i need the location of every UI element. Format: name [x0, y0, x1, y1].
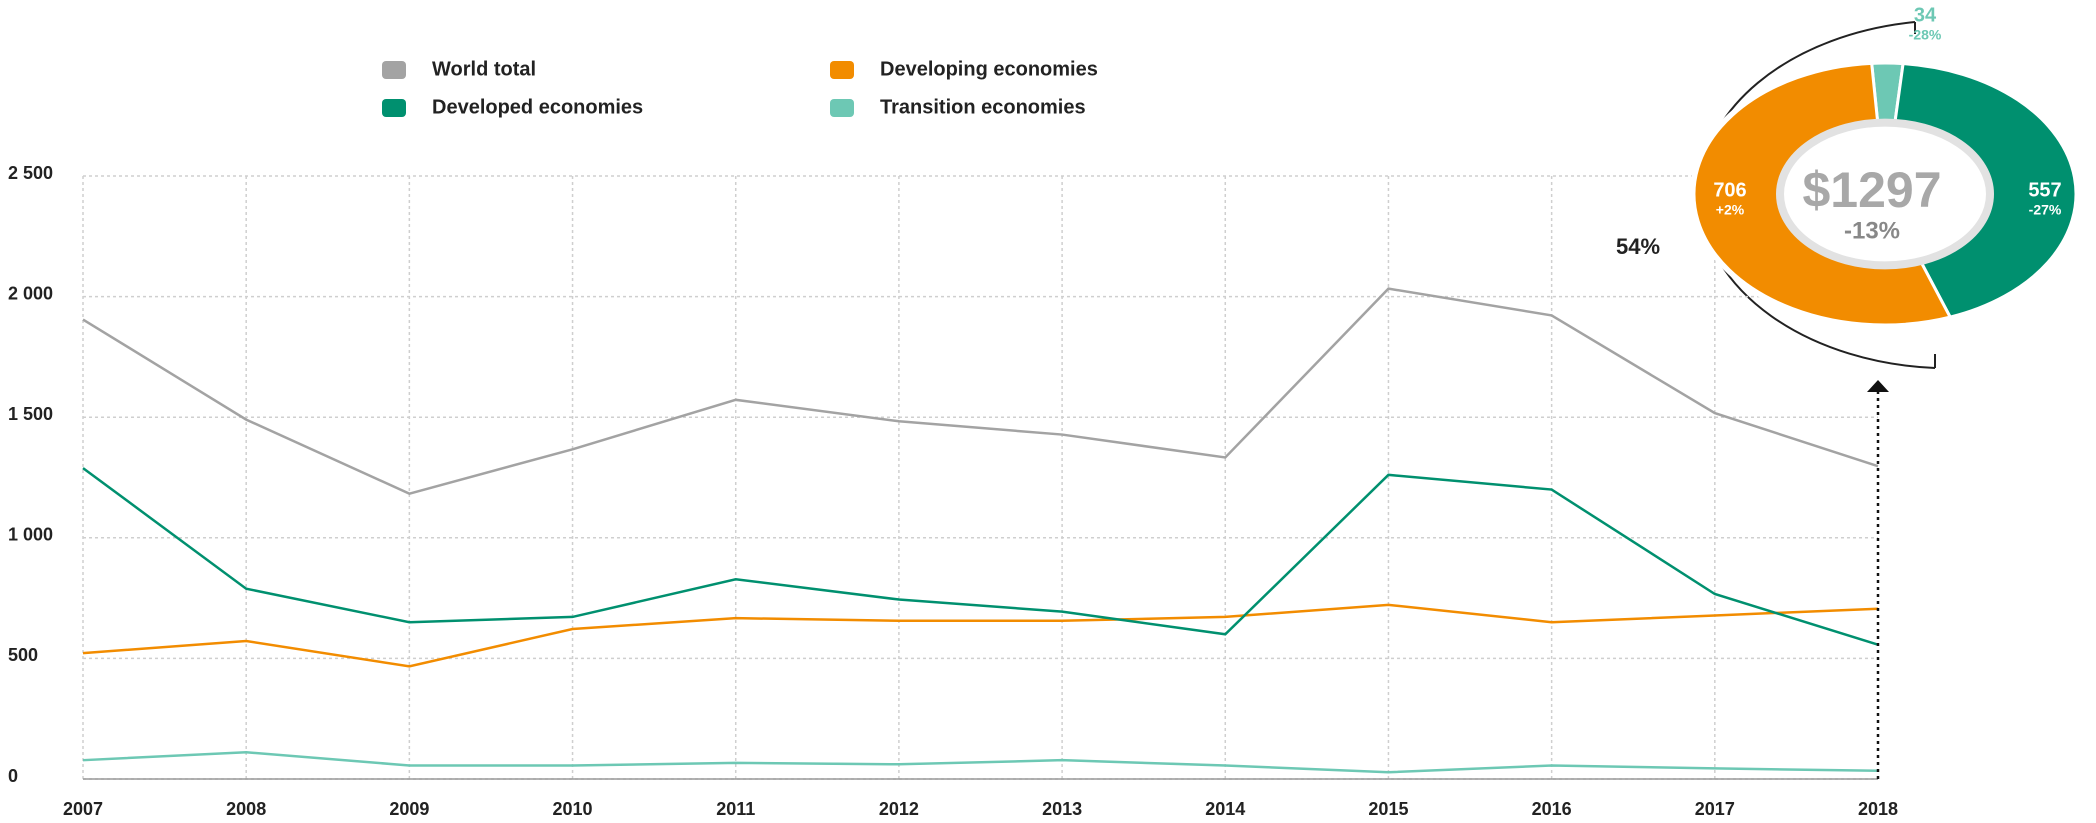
donut-value-label: 34: [1914, 4, 1937, 26]
y-tick-label: 1 500: [8, 404, 53, 424]
y-tick-label: 2 500: [8, 163, 53, 183]
donut-total-change: -13%: [1844, 217, 1900, 244]
legend-label: World total: [432, 58, 536, 80]
donut-change-label: -27%: [2029, 202, 2062, 218]
x-tick-label: 2012: [879, 799, 919, 819]
donut-change-label: +2%: [1716, 202, 1745, 218]
legend-label: Developing economies: [880, 58, 1098, 80]
x-tick-label: 2011: [716, 799, 755, 819]
legend-swatch: [382, 61, 406, 79]
y-tick-label: 0: [8, 766, 18, 786]
x-tick-label: 2017: [1695, 799, 1735, 819]
y-tick-label: 2 000: [8, 283, 53, 303]
x-tick-label: 2015: [1368, 799, 1408, 819]
x-tick-label: 2008: [226, 799, 266, 819]
legend-swatch: [382, 99, 406, 117]
x-tick-label: 2014: [1205, 799, 1245, 819]
series-line: [82, 603, 1879, 668]
legend-label: Developed economies: [432, 96, 643, 118]
legend-label: Transition economies: [880, 96, 1086, 118]
donut-total: $1297: [1802, 162, 1941, 218]
pointer-head: [1867, 380, 1889, 392]
x-tick-label: 2018: [1858, 799, 1898, 819]
series-line: [82, 750, 1879, 774]
x-tick-label: 2010: [553, 799, 593, 819]
donut-value-label: 557: [2028, 179, 2061, 201]
x-tick-label: 2007: [63, 799, 103, 819]
donut-change-label: -28%: [1909, 27, 1942, 43]
donut-value-label: 706: [1713, 179, 1746, 201]
x-tick-label: 2013: [1042, 799, 1082, 819]
x-tick-label: 2016: [1532, 799, 1572, 819]
series-line: [82, 287, 1879, 495]
legend-swatch: [830, 61, 854, 79]
donut-center: [1776, 118, 1994, 270]
bracket-label: 54%: [1616, 234, 1660, 259]
legend-swatch: [830, 99, 854, 117]
series-line: [82, 467, 1879, 646]
y-tick-label: 1 000: [8, 525, 53, 545]
x-tick-label: 2009: [389, 799, 429, 819]
y-tick-label: 500: [8, 645, 38, 665]
